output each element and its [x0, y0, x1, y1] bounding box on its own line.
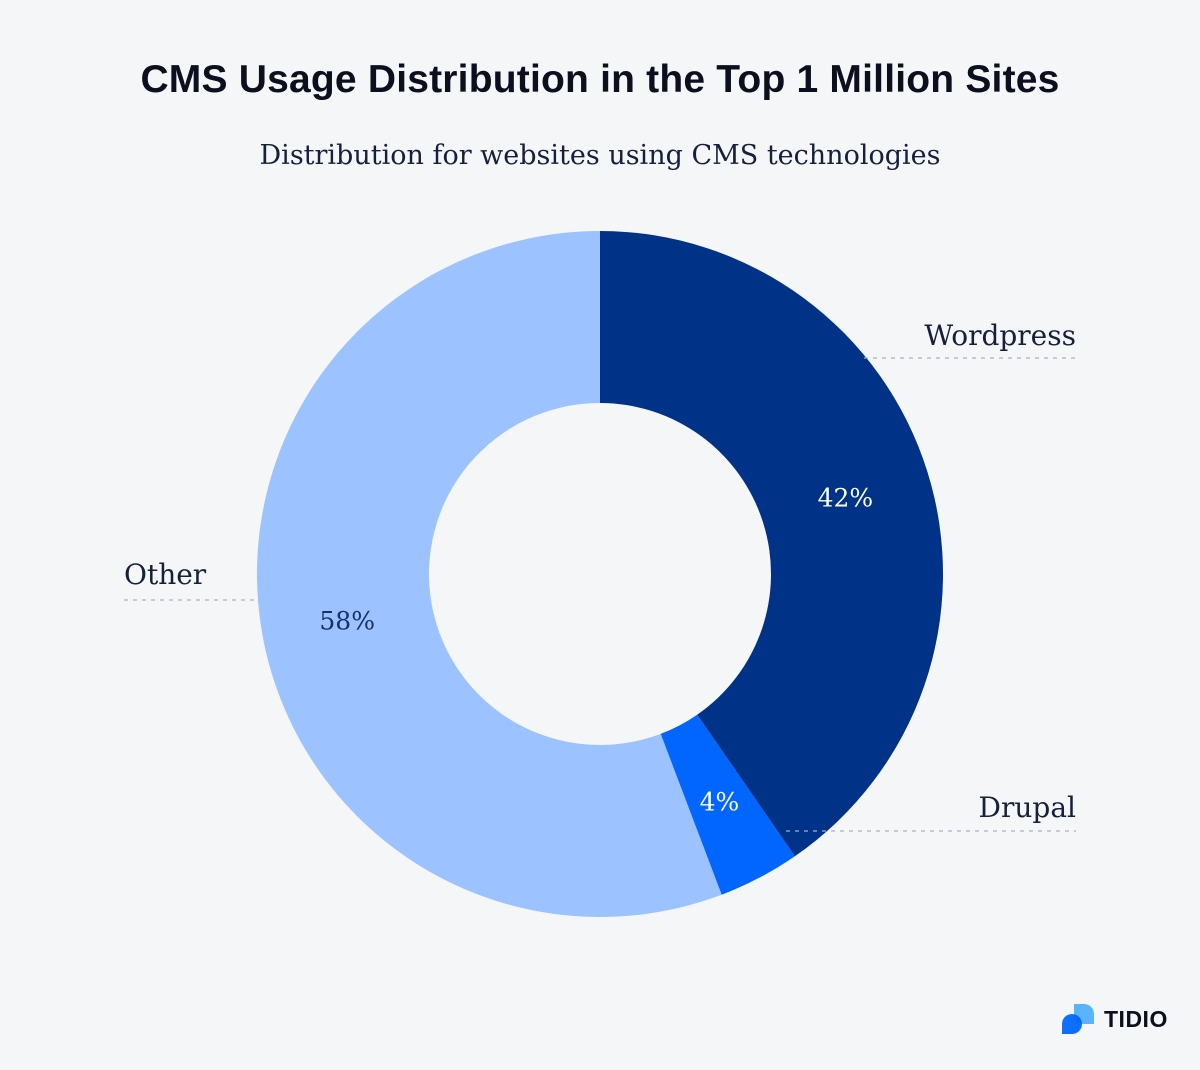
- page-title: CMS Usage Distribution in the Top 1 Mill…: [140, 58, 1060, 101]
- brand: TIDIO: [1060, 1002, 1168, 1036]
- brand-name: TIDIO: [1104, 1005, 1168, 1032]
- value-label-drupal: 4%: [700, 788, 740, 817]
- category-label-other: Other: [124, 558, 207, 591]
- speech-bubbles-icon: [1062, 1004, 1094, 1034]
- value-label-other: 58%: [319, 606, 375, 635]
- category-label-wordpress: Wordpress: [924, 319, 1076, 352]
- value-label-wordpress: 42%: [818, 484, 874, 513]
- page-subtitle: Distribution for websites using CMS tech…: [259, 140, 941, 171]
- slice-drupal: [660, 714, 795, 895]
- slice-other: [257, 231, 722, 918]
- slice-wordpress: [600, 231, 943, 857]
- category-label-drupal: Drupal: [979, 791, 1076, 824]
